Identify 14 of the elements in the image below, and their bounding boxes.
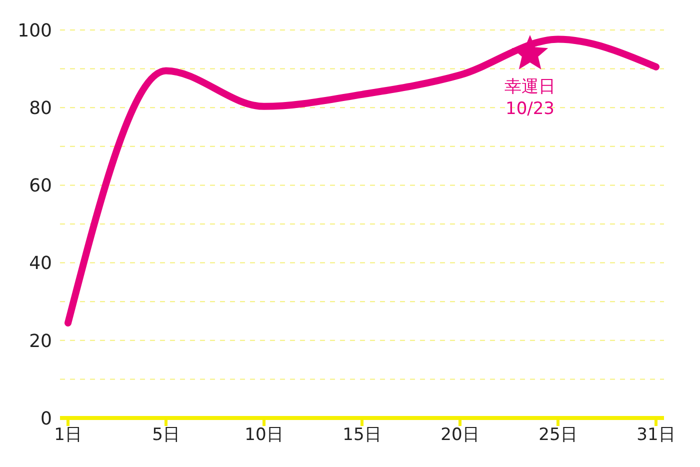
x-tick-label: 25日: [538, 425, 578, 446]
x-tick-label: 10日: [244, 425, 284, 446]
y-tick-label: 0: [40, 408, 52, 430]
x-tick-label: 5日: [152, 425, 180, 446]
y-tick-label: 20: [29, 330, 52, 352]
y-tick-label: 60: [29, 176, 52, 197]
y-tick-label: 80: [29, 98, 52, 119]
x-tick-label: 31日: [636, 425, 676, 446]
y-tick-label: 40: [29, 253, 52, 274]
annotation: 幸運日 10/23: [504, 76, 556, 120]
x-tick-label: 1日: [54, 425, 82, 446]
x-tick-label: 15日: [342, 425, 382, 446]
x-tick-label: 20日: [440, 425, 480, 446]
y-tick-label: 100: [18, 20, 52, 42]
